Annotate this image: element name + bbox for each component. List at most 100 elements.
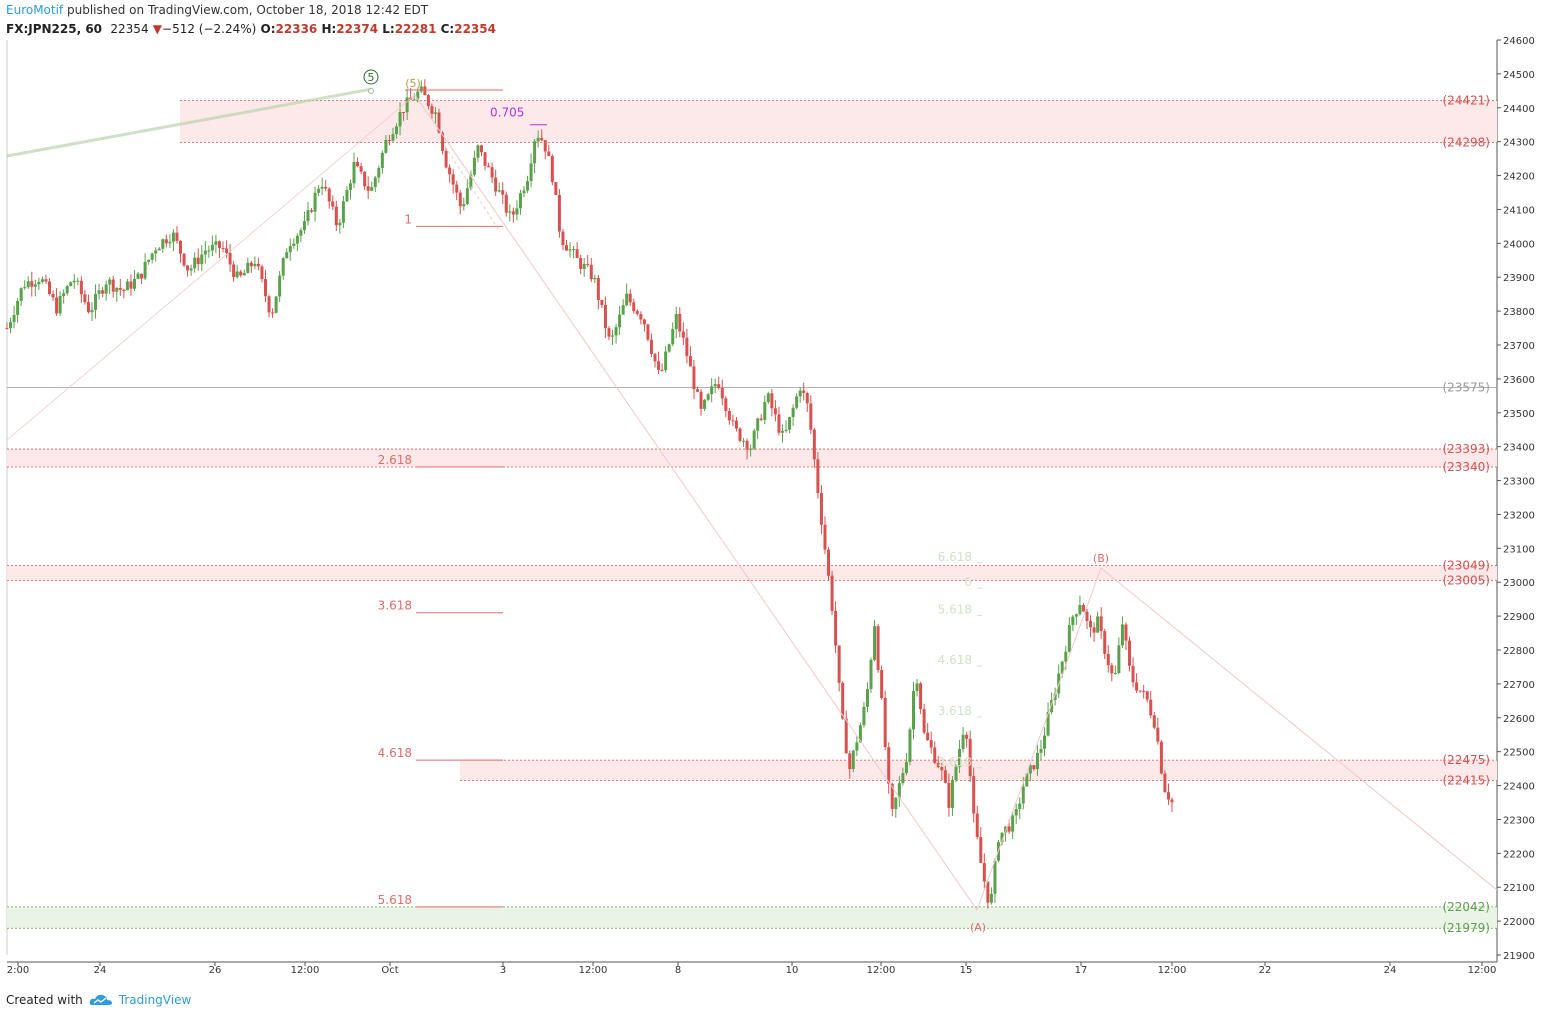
candle-body bbox=[706, 394, 710, 400]
y-tick-label: 24200 bbox=[1503, 172, 1535, 183]
x-tick-label: 17 bbox=[1075, 965, 1088, 976]
candle-body bbox=[979, 837, 983, 863]
candle-body bbox=[660, 369, 664, 371]
x-tick-label: Oct bbox=[381, 965, 398, 976]
candle-body bbox=[823, 524, 827, 550]
x-tick-label: 15 bbox=[960, 965, 973, 976]
candle-body bbox=[9, 322, 13, 329]
x-tick-label: 12:00 bbox=[1468, 965, 1497, 976]
candle-body bbox=[267, 296, 271, 313]
tradingview-brand[interactable]: TradingView bbox=[118, 993, 192, 1007]
candle-body bbox=[1096, 616, 1100, 633]
candle-body bbox=[766, 393, 770, 403]
candle-body bbox=[904, 761, 908, 774]
level-label: (22415) bbox=[1442, 773, 1490, 787]
candle-body bbox=[1053, 693, 1057, 700]
candle-body bbox=[370, 187, 374, 191]
y-tick-label: 23900 bbox=[1503, 273, 1535, 284]
wave-line bbox=[6, 94, 416, 441]
last-price: 22354 bbox=[110, 22, 149, 36]
candle-body bbox=[738, 428, 742, 441]
level-zone bbox=[7, 565, 1497, 581]
candle-body bbox=[281, 258, 285, 276]
x-tick-label: 12:00 bbox=[291, 965, 320, 976]
fib-label: 1 bbox=[404, 212, 412, 226]
candle-body bbox=[476, 145, 480, 158]
candle-body bbox=[522, 190, 526, 194]
candle-body bbox=[788, 417, 792, 430]
created-with-text: Created with bbox=[6, 993, 83, 1007]
candle-body bbox=[876, 626, 880, 670]
candle-body bbox=[536, 137, 540, 142]
candle-body bbox=[203, 250, 207, 255]
candle-body bbox=[763, 402, 767, 420]
candle-body bbox=[210, 244, 214, 251]
x-tick-label: 22 bbox=[1259, 965, 1272, 976]
x-tick-label: 24 bbox=[1384, 965, 1397, 976]
candle-body bbox=[1043, 735, 1047, 749]
low-value: 22281 bbox=[394, 22, 437, 36]
price-chart[interactable]: (24421) (24298) (23575) (23393) (23340) (2304… bbox=[0, 0, 1547, 990]
candle-body bbox=[302, 221, 306, 231]
x-tick-label: 12:00 bbox=[1158, 965, 1187, 976]
x-tick-label: 12:00 bbox=[579, 965, 608, 976]
candle-body bbox=[809, 403, 813, 430]
candle-body bbox=[72, 280, 76, 283]
symbol-label[interactable]: FX:JPN225, 60 bbox=[6, 22, 103, 36]
level-label: (23049) bbox=[1442, 559, 1490, 573]
candle-body bbox=[239, 271, 243, 276]
level-label: (21979) bbox=[1442, 921, 1490, 935]
candle-body bbox=[1018, 803, 1022, 810]
candle-body bbox=[288, 245, 292, 253]
candle-body bbox=[582, 264, 586, 269]
candle-body bbox=[444, 150, 448, 168]
candle-body bbox=[497, 190, 501, 192]
fib-b-label: 6.618 bbox=[938, 550, 972, 564]
candle-body bbox=[540, 137, 544, 141]
publish-info: EuroMotif published on TradingView.com, … bbox=[6, 3, 428, 17]
candle-body bbox=[511, 211, 515, 215]
candle-body bbox=[795, 396, 799, 408]
candle-body bbox=[150, 253, 154, 260]
fib-b-label: 2.618 bbox=[938, 755, 972, 769]
candle-body bbox=[437, 112, 441, 133]
candle-body bbox=[1117, 645, 1121, 673]
level-label: (23575) bbox=[1442, 380, 1490, 394]
close-label: C: bbox=[440, 22, 455, 36]
candle-body bbox=[600, 299, 604, 306]
candle-body bbox=[603, 305, 607, 329]
candle-body bbox=[958, 749, 962, 767]
candle-body bbox=[671, 329, 675, 345]
fib-b-label: 3.618 bbox=[938, 704, 972, 718]
candle-body bbox=[554, 182, 558, 195]
candle-body bbox=[136, 273, 140, 279]
x-tick-label: 8 bbox=[675, 965, 681, 976]
candle-body bbox=[225, 248, 229, 254]
candle-body bbox=[140, 273, 144, 279]
candle-body bbox=[703, 399, 707, 409]
candle-body bbox=[1089, 620, 1093, 628]
x-tick-label: 26 bbox=[209, 965, 222, 976]
candle-body bbox=[975, 813, 979, 838]
candle-body bbox=[19, 288, 23, 301]
candle-body bbox=[773, 408, 777, 415]
y-tick-label: 22100 bbox=[1503, 883, 1535, 894]
price-change: −512 (−2.24%) bbox=[162, 22, 257, 36]
candle-body bbox=[472, 157, 476, 175]
candle-body bbox=[122, 289, 126, 291]
candle-body bbox=[55, 297, 59, 314]
trend-line bbox=[6, 87, 373, 158]
fib-retrace-label: 0.705 bbox=[490, 106, 524, 120]
candle-body bbox=[784, 429, 788, 431]
candle-body bbox=[625, 293, 629, 306]
resistance-zone bbox=[180, 100, 1497, 143]
candle-body bbox=[508, 211, 512, 213]
candle-body bbox=[564, 245, 568, 251]
candle-body bbox=[961, 734, 965, 750]
wave-line bbox=[444, 145, 501, 233]
candle-body bbox=[448, 167, 452, 175]
candle-body bbox=[1071, 616, 1075, 626]
author-link[interactable]: EuroMotif bbox=[6, 3, 64, 17]
candle-body bbox=[58, 295, 62, 314]
candle-body bbox=[1166, 792, 1170, 800]
